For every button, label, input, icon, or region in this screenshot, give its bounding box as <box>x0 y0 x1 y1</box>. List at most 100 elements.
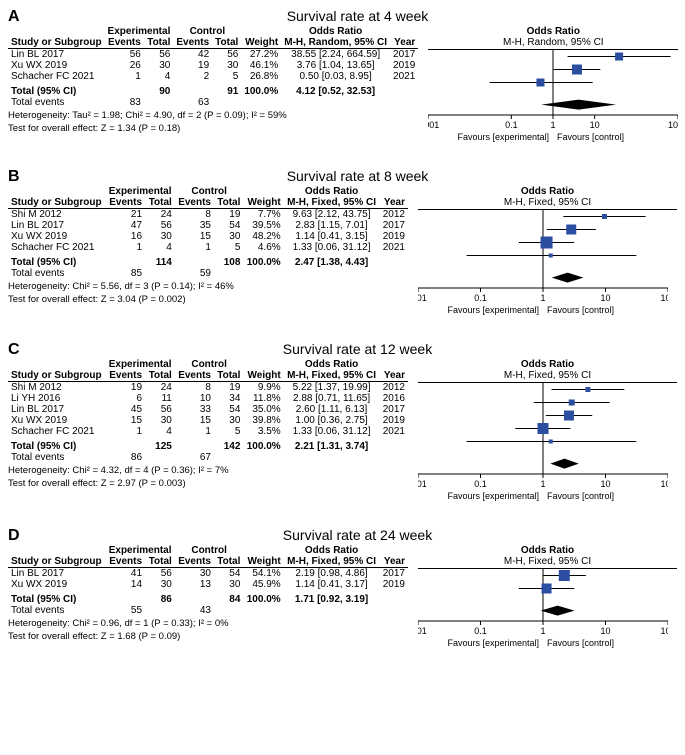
forest-svg: 0.010.1110100Favours [experimental]Favou… <box>418 210 668 320</box>
cell-ct: 54 <box>214 220 243 231</box>
panel-title: Survival rate at 12 week <box>38 341 677 357</box>
cell-yr: 2012 <box>379 209 408 221</box>
svg-text:1: 1 <box>540 479 545 489</box>
total-et: 114 <box>145 257 175 268</box>
cell-ci: 2.19 [0.98, 4.86] <box>284 568 380 580</box>
col-exp-events: Events <box>105 37 144 49</box>
total-w: 100.0% <box>241 86 281 97</box>
col-year: Year <box>379 370 408 382</box>
total-ci: 2.47 [1.38, 4.43] <box>284 257 380 268</box>
or-header: Odds Ratio <box>284 359 380 370</box>
table-row: Schacher FC 2021 1 4 1 5 4.6% 1.33 [0.06… <box>8 242 408 253</box>
table-row: Xu WX 2019 26 30 19 30 46.1% 3.76 [1.04,… <box>8 60 418 71</box>
heterogeneity-text: Heterogeneity: Tau² = 1.98; Chi² = 4.90,… <box>8 110 418 121</box>
panel-B: BSurvival rate at 8 week Experimental Co… <box>8 168 677 323</box>
cell-ci: 38.55 [2.24, 664.59] <box>281 49 390 61</box>
cell-yr: 2019 <box>379 231 408 242</box>
total-events-label: Total events <box>8 605 105 616</box>
cell-ee: 41 <box>105 568 145 580</box>
panel-D: DSurvival rate at 24 week Experimental C… <box>8 527 677 656</box>
svg-text:0.1: 0.1 <box>505 120 518 130</box>
cell-ce: 15 <box>175 415 214 426</box>
total-ct: 108 <box>214 257 243 268</box>
svg-text:10: 10 <box>600 293 610 303</box>
col-weight: Weight <box>241 37 281 49</box>
col-exp-total: Total <box>144 37 174 49</box>
cell-w: 46.1% <box>241 60 281 71</box>
svg-text:1: 1 <box>551 120 556 130</box>
cell-yr: 2017 <box>379 568 408 580</box>
forest-table: Experimental Control Odds Ratio Study or… <box>8 186 408 279</box>
cell-ci: 2.88 [0.71, 11.65] <box>284 393 380 404</box>
forest-svg: 0.010.1110100Favours [experimental]Favou… <box>418 383 668 506</box>
table-row: Xu WX 2019 14 30 13 30 45.9% 1.14 [0.41,… <box>8 579 408 590</box>
cell-ce: 35 <box>175 220 214 231</box>
col-exp-total: Total <box>145 370 175 382</box>
svg-text:Favours [experimental]: Favours [experimental] <box>447 305 539 315</box>
cell-ci: 1.14 [0.41, 3.17] <box>284 579 380 590</box>
cell-yr: 2021 <box>390 71 418 82</box>
cell-w: 39.5% <box>243 220 283 231</box>
cell-et: 24 <box>145 382 175 394</box>
cell-yr: 2021 <box>379 426 408 437</box>
col-year: Year <box>379 197 408 209</box>
cell-et: 56 <box>145 220 175 231</box>
cell-study: Xu WX 2019 <box>8 60 105 71</box>
panel-label: B <box>8 168 38 186</box>
cell-ee: 15 <box>105 415 145 426</box>
total-ee: 86 <box>105 452 145 463</box>
overall-effect-text: Test for overall effect: Z = 2.97 (P = 0… <box>8 478 408 489</box>
cell-ce: 8 <box>175 382 214 394</box>
cell-et: 4 <box>145 242 175 253</box>
total-ci-label: Total (95% CI) <box>8 257 105 268</box>
col-ci: M-H, Fixed, 95% CI <box>284 197 380 209</box>
panel-title: Survival rate at 4 week <box>38 8 677 24</box>
svg-text:Favours [control]: Favours [control] <box>547 491 614 501</box>
cell-w: 45.9% <box>243 579 283 590</box>
cell-ct: 30 <box>212 60 241 71</box>
col-ci: M-H, Fixed, 95% CI <box>284 370 380 382</box>
cell-ct: 54 <box>214 568 243 580</box>
col-exp-total: Total <box>145 556 175 568</box>
forest-plot: Odds RatioM-H, Fixed, 95% CI0.010.111010… <box>408 359 677 509</box>
cell-ce: 15 <box>175 231 214 242</box>
table-row: Schacher FC 2021 1 4 2 5 26.8% 0.50 [0.0… <box>8 71 418 82</box>
cell-ee: 14 <box>105 579 145 590</box>
cell-ct: 19 <box>214 209 243 221</box>
panel-title: Survival rate at 24 week <box>38 527 677 543</box>
cell-ee: 47 <box>105 220 145 231</box>
ctrl-header: Control <box>175 359 244 370</box>
table-row: Lin BL 2017 45 56 33 54 35.0% 2.60 [1.11… <box>8 404 408 415</box>
total-ci: 1.71 [0.92, 3.19] <box>284 594 380 605</box>
cell-w: 27.2% <box>241 49 281 61</box>
forest-title: Odds RatioM-H, Fixed, 95% CI <box>418 186 677 210</box>
col-ctrl-total: Total <box>214 556 243 568</box>
panel-label: D <box>8 527 38 545</box>
cell-ct: 54 <box>214 404 243 415</box>
cell-ce: 42 <box>173 49 212 61</box>
cell-et: 56 <box>144 49 174 61</box>
cell-ce: 33 <box>175 404 214 415</box>
col-year: Year <box>390 37 418 49</box>
total-ce: 43 <box>175 605 214 616</box>
col-ctrl-events: Events <box>173 37 212 49</box>
svg-text:0.01: 0.01 <box>418 626 427 636</box>
col-ci: M-H, Random, 95% CI <box>281 37 390 49</box>
cell-et: 11 <box>145 393 175 404</box>
total-ee: 55 <box>105 605 145 616</box>
heterogeneity-text: Heterogeneity: Chi² = 5.56, df = 3 (P = … <box>8 281 408 292</box>
col-study: Study or Subgroup <box>8 37 105 49</box>
total-w: 100.0% <box>243 441 283 452</box>
heterogeneity-text: Heterogeneity: Chi² = 4.32, df = 4 (P = … <box>8 465 408 476</box>
col-ctrl-total: Total <box>214 370 243 382</box>
cell-et: 30 <box>144 60 174 71</box>
cell-et: 30 <box>145 579 175 590</box>
total-ee: 83 <box>105 97 144 108</box>
svg-text:Favours [experimental]: Favours [experimental] <box>458 132 550 142</box>
total-ci-label: Total (95% CI) <box>8 441 105 452</box>
forest-title: Odds RatioM-H, Fixed, 95% CI <box>418 545 677 569</box>
svg-text:0.01: 0.01 <box>418 479 427 489</box>
forest-plot: Odds RatioM-H, Fixed, 95% CI0.010.111010… <box>408 545 677 656</box>
svg-text:100: 100 <box>660 479 668 489</box>
cell-yr: 2017 <box>390 49 418 61</box>
